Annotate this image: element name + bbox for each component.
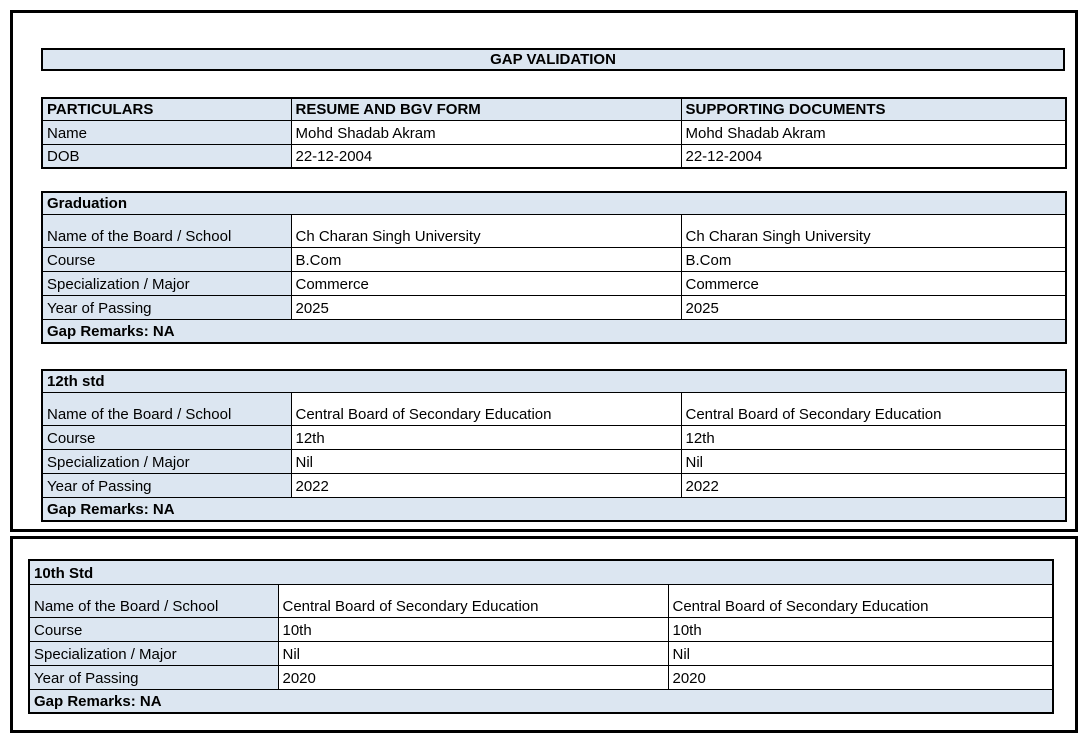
cell-name-supporting: Mohd Shadab Akram (680, 119, 1067, 145)
cell-board-resume: Central Board of Secondary Education (290, 391, 682, 426)
table-row: Name of the Board / School Ch Charan Sin… (41, 213, 1067, 248)
cell-specialization-resume: Nil (290, 448, 682, 474)
gap-remarks: Gap Remarks: NA (28, 688, 1054, 714)
column-header-particulars: PARTICULARS (41, 97, 292, 121)
gap-remarks: Gap Remarks: NA (41, 496, 1067, 522)
cell-year-resume: 2022 (290, 472, 682, 498)
gap-remarks-row: Gap Remarks: NA (41, 318, 1067, 344)
cell-course-supporting: 12th (680, 424, 1067, 450)
cell-specialization-supporting: Nil (680, 448, 1067, 474)
table-row: Name of the Board / School Central Board… (41, 391, 1067, 426)
row-label-year: Year of Passing (28, 664, 279, 690)
row-label-course: Course (28, 616, 279, 642)
particulars-table: PARTICULARS RESUME AND BGV FORM SUPPORTI… (41, 97, 1067, 169)
row-label-course: Course (41, 424, 292, 450)
row-label-name: Name (41, 119, 292, 145)
cell-year-supporting: 2020 (667, 664, 1054, 690)
column-header-supporting: SUPPORTING DOCUMENTS (680, 97, 1067, 121)
table-row: Name Mohd Shadab Akram Mohd Shadab Akram (41, 119, 1067, 145)
cell-year-resume: 2020 (277, 664, 669, 690)
cell-year-resume: 2025 (290, 294, 682, 320)
section-header-row: 10th Std (28, 559, 1054, 585)
cell-board-supporting: Central Board of Secondary Education (680, 391, 1067, 426)
row-label-board: Name of the Board / School (41, 391, 292, 426)
section-table-graduation: Graduation Name of the Board / School Ch… (41, 191, 1067, 344)
column-header-resume: RESUME AND BGV FORM (290, 97, 682, 121)
document-box-top: GAP VALIDATION PARTICULARS RESUME AND BG… (10, 10, 1078, 532)
cell-board-supporting: Central Board of Secondary Education (667, 583, 1054, 618)
cell-dob-supporting: 22-12-2004 (680, 143, 1067, 169)
table-row: Course B.Com B.Com (41, 246, 1067, 272)
row-label-board: Name of the Board / School (41, 213, 292, 248)
table-row: Year of Passing 2022 2022 (41, 472, 1067, 498)
cell-course-supporting: 10th (667, 616, 1054, 642)
row-label-course: Course (41, 246, 292, 272)
table-row: DOB 22-12-2004 22-12-2004 (41, 143, 1067, 169)
table-row: Course 10th 10th (28, 616, 1054, 642)
cell-name-resume: Mohd Shadab Akram (290, 119, 682, 145)
table-row: Specialization / Major Nil Nil (28, 640, 1054, 666)
row-label-year: Year of Passing (41, 472, 292, 498)
row-label-year: Year of Passing (41, 294, 292, 320)
table-row: Name of the Board / School Central Board… (28, 583, 1054, 618)
table-row: Specialization / Major Nil Nil (41, 448, 1067, 474)
section-table-12th: 12th std Name of the Board / School Cent… (41, 369, 1067, 522)
row-label-specialization: Specialization / Major (41, 270, 292, 296)
cell-specialization-supporting: Commerce (680, 270, 1067, 296)
cell-course-resume: 10th (277, 616, 669, 642)
cell-specialization-supporting: Nil (667, 640, 1054, 666)
section-header-row: 12th std (41, 369, 1067, 393)
cell-dob-resume: 22-12-2004 (290, 143, 682, 169)
cell-board-resume: Central Board of Secondary Education (277, 583, 669, 618)
table-header-row: PARTICULARS RESUME AND BGV FORM SUPPORTI… (41, 97, 1067, 121)
table-row: Year of Passing 2020 2020 (28, 664, 1054, 690)
gap-remarks-row: Gap Remarks: NA (41, 496, 1067, 522)
section-table-10th: 10th Std Name of the Board / School Cent… (28, 559, 1055, 714)
cell-year-supporting: 2022 (680, 472, 1067, 498)
table-row: Year of Passing 2025 2025 (41, 294, 1067, 320)
table-row: Specialization / Major Commerce Commerce (41, 270, 1067, 296)
row-label-board: Name of the Board / School (28, 583, 279, 618)
table-row: Course 12th 12th (41, 424, 1067, 450)
page-title: GAP VALIDATION (41, 48, 1065, 71)
section-title: 10th Std (28, 559, 1054, 585)
cell-board-supporting: Ch Charan Singh University (680, 213, 1067, 248)
section-header-row: Graduation (41, 191, 1067, 215)
cell-course-supporting: B.Com (680, 246, 1067, 272)
gap-remarks-row: Gap Remarks: NA (28, 688, 1054, 714)
cell-specialization-resume: Nil (277, 640, 669, 666)
row-label-specialization: Specialization / Major (41, 448, 292, 474)
cell-course-resume: B.Com (290, 246, 682, 272)
section-title: 12th std (41, 369, 1067, 393)
row-label-specialization: Specialization / Major (28, 640, 279, 666)
cell-specialization-resume: Commerce (290, 270, 682, 296)
gap-remarks: Gap Remarks: NA (41, 318, 1067, 344)
cell-course-resume: 12th (290, 424, 682, 450)
row-label-dob: DOB (41, 143, 292, 169)
cell-board-resume: Ch Charan Singh University (290, 213, 682, 248)
section-title: Graduation (41, 191, 1067, 215)
cell-year-supporting: 2025 (680, 294, 1067, 320)
